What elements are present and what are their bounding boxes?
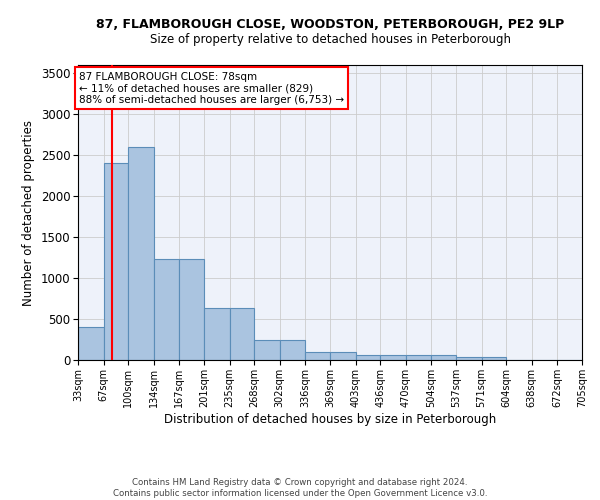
- Bar: [380, 354, 406, 360]
- Bar: [204, 308, 229, 360]
- Text: 87, FLAMBOROUGH CLOSE, WOODSTON, PETERBOROUGH, PE2 9LP: 87, FLAMBOROUGH CLOSE, WOODSTON, PETERBO…: [96, 18, 564, 30]
- Text: Size of property relative to detached houses in Peterborough: Size of property relative to detached ho…: [149, 32, 511, 46]
- Bar: [305, 352, 330, 360]
- Bar: [254, 340, 280, 360]
- Bar: [154, 259, 179, 360]
- Bar: [179, 259, 204, 360]
- Bar: [330, 352, 355, 360]
- Bar: [482, 357, 506, 360]
- Bar: [355, 354, 380, 360]
- Bar: [280, 340, 305, 360]
- Bar: [229, 308, 254, 360]
- Bar: [431, 356, 456, 360]
- Text: Contains HM Land Registry data © Crown copyright and database right 2024.
Contai: Contains HM Land Registry data © Crown c…: [113, 478, 487, 498]
- Bar: [104, 164, 128, 360]
- Bar: [78, 327, 104, 360]
- Text: 87 FLAMBOROUGH CLOSE: 78sqm
← 11% of detached houses are smaller (829)
88% of se: 87 FLAMBOROUGH CLOSE: 78sqm ← 11% of det…: [79, 72, 344, 105]
- Bar: [406, 356, 431, 360]
- Y-axis label: Number of detached properties: Number of detached properties: [22, 120, 35, 306]
- X-axis label: Distribution of detached houses by size in Peterborough: Distribution of detached houses by size …: [164, 412, 496, 426]
- Bar: [128, 147, 154, 360]
- Bar: [456, 357, 482, 360]
